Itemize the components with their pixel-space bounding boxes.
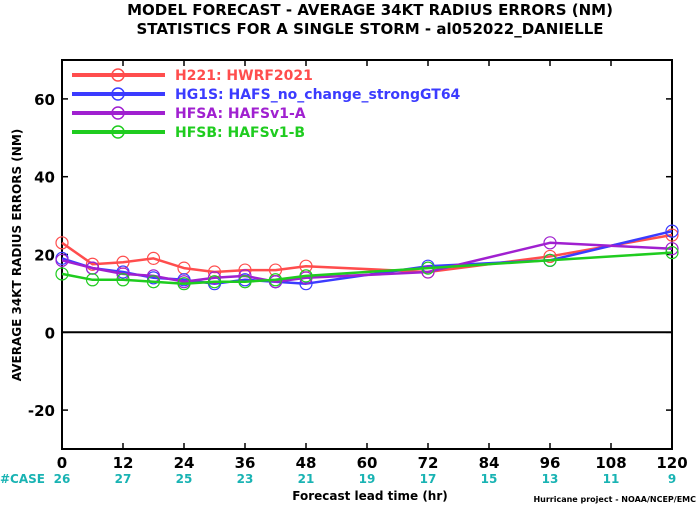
x-tick-label: 0 [57, 454, 67, 472]
series-3 [55, 245, 679, 291]
y-tick-label: 40 [34, 169, 55, 187]
series-point [116, 273, 130, 287]
x-tick-label: 84 [479, 454, 500, 472]
series-point [421, 261, 435, 275]
legend-swatch-marker [111, 125, 125, 139]
x-tick-label: 48 [296, 454, 317, 472]
series-point [146, 275, 161, 289]
series-point [238, 275, 252, 289]
legend-swatch-marker [111, 87, 125, 101]
case-count: 17 [420, 472, 437, 486]
series-point [177, 277, 191, 291]
series-point [85, 257, 100, 271]
series-0 [55, 228, 679, 279]
case-count: 19 [359, 472, 376, 486]
series-layer [55, 224, 679, 291]
series-point [543, 249, 557, 264]
legend-label: H221: HWRF2021 [175, 68, 313, 84]
series-point [55, 253, 69, 267]
series-point [543, 253, 557, 267]
case-count: 25 [176, 472, 193, 486]
legend-swatch-marker [111, 106, 125, 120]
series-point [665, 224, 679, 238]
series-point [85, 273, 100, 287]
legend-swatch-marker [111, 68, 125, 82]
series-line [61, 233, 673, 274]
series-point [55, 236, 69, 250]
series-point [299, 269, 313, 283]
case-count: 27 [115, 472, 132, 486]
y-tick-label: 20 [34, 247, 55, 265]
x-tick-label: 96 [540, 454, 561, 472]
credit-label: Hurricane project - NOAA/NCEP/EMC [533, 495, 696, 504]
chart-subtitle: STATISTICS FOR A SINGLE STORM - al052022… [136, 20, 603, 38]
y-tick-label: 0 [45, 324, 55, 342]
series-point [146, 251, 161, 265]
case-count: 11 [603, 472, 620, 486]
series-point [421, 265, 435, 279]
x-tick-label: 120 [656, 454, 687, 472]
x-tick-label: 60 [357, 454, 378, 472]
series-point [665, 245, 679, 260]
chart-title: MODEL FORECAST - AVERAGE 34KT RADIUS ERR… [127, 1, 613, 19]
case-counts: 26 27 25 23 21 19 17 15 13 11 9 [54, 472, 677, 486]
y-axis-label: AVERAGE 34KT RADIUS ERRORS (NM) [10, 129, 24, 381]
y-tick-label: 60 [34, 91, 55, 109]
series-point [207, 271, 222, 285]
series-point [543, 236, 557, 250]
series-point [55, 267, 69, 281]
y-axis: -20 0 20 40 60 [28, 91, 672, 420]
x-axis: 0 12 24 36 48 60 72 84 96 108 120 [57, 60, 688, 472]
case-count: 13 [542, 472, 559, 486]
x-tick-label: 108 [595, 454, 626, 472]
legend-label: HFSB: HAFSv1-B [175, 125, 305, 141]
series-point [665, 242, 679, 256]
x-tick-label: 12 [113, 454, 134, 472]
x-tick-label: 24 [174, 454, 195, 472]
case-count: 26 [54, 472, 71, 486]
case-count: 21 [298, 472, 315, 486]
case-count: 9 [668, 472, 676, 486]
case-count: 23 [237, 472, 254, 486]
x-axis-label: Forecast lead time (hr) [292, 489, 448, 503]
legend: H221: HWRF2021 HG1S: HAFS_no_change_stron… [72, 68, 461, 141]
case-label: #CASE [0, 472, 45, 486]
x-tick-label: 36 [235, 454, 256, 472]
series-point [207, 275, 222, 289]
x-tick-label: 72 [418, 454, 439, 472]
case-count: 15 [481, 472, 498, 486]
series-line [61, 251, 673, 285]
plot-area [61, 59, 673, 450]
legend-label: HG1S: HAFS_no_change_strongGT64 [175, 87, 461, 103]
legend-label: HFSA: HAFSv1-A [175, 106, 306, 122]
series-point [268, 273, 283, 287]
y-tick-label: -20 [28, 402, 55, 420]
series-point [665, 228, 679, 242]
